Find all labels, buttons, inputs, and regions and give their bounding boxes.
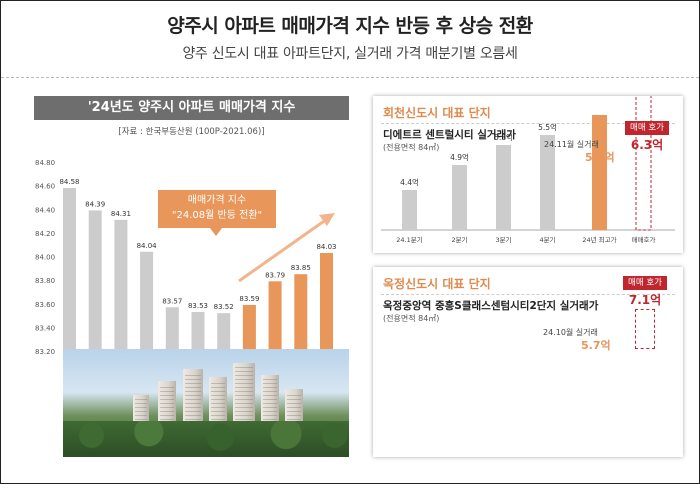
bar-value-label: 4.4억	[400, 178, 419, 187]
index-bar	[191, 312, 205, 351]
bar-value-label: 83.79	[265, 271, 285, 279]
okjeong-complex: 옥정중앙역 중흥S클래스센텀시티2단지 실거래가	[383, 300, 599, 312]
ask-price-bar	[635, 96, 652, 231]
hoecheon-area: (전용면적 84㎡)	[383, 143, 440, 152]
okjeong-ask-value: 7.1억	[628, 293, 662, 307]
index-bar	[268, 281, 282, 351]
okjeong-title: 옥정신도시 대표 단지	[383, 277, 491, 291]
price-bar	[496, 145, 511, 230]
okjeong-ask-box	[635, 309, 655, 349]
bar-value-label: 5.5억	[538, 123, 557, 132]
index-bar	[217, 313, 231, 351]
index-bar	[63, 187, 76, 351]
bar-value-label: 83.53	[188, 302, 208, 310]
bar-value-label: 4.9억	[450, 153, 469, 162]
price-bar	[452, 165, 467, 230]
index-bar	[114, 219, 128, 351]
index-bar	[165, 307, 179, 351]
hoecheon-panel: 회천신도시 대표 단지 디에트르 센트럴시티 실거래가 (전용면적 84㎡) 4…	[373, 96, 683, 253]
y-tick-label: 84.80	[35, 159, 55, 167]
hoecheon-latest-label: 24.11월 실거래	[544, 140, 599, 149]
bar-value-label: 5.3억	[494, 133, 513, 142]
y-tick-label: 83.40	[35, 324, 55, 332]
category-label: 3분기	[495, 235, 511, 244]
okjeong-latest-value: 5.7억	[581, 339, 611, 352]
hoecheon-ask-tag: 매매 호가	[625, 121, 669, 135]
hoecheon-price-chart: 4.4억 24.1분기 4.9억 2분기 5.3억 3분기 5.5억 4분기 24년 최고가 매매…	[381, 96, 675, 244]
index-bar	[320, 252, 333, 351]
hoecheon-latest-value: 5.9억	[585, 151, 615, 164]
bar-value-label: 83.85	[291, 264, 311, 272]
callout-line1: 매매가격 지수	[187, 195, 247, 206]
apartment-photo-left	[63, 349, 349, 457]
header-divider	[1, 77, 699, 78]
y-tick-label: 83.60	[35, 301, 55, 309]
bar-value-label: 83.52	[214, 303, 234, 311]
hoecheon-complex: 디에트르 센트럴시티 실거래가	[383, 129, 516, 141]
category-label: 24.1분기	[396, 235, 422, 244]
index-bar	[88, 210, 102, 351]
bar-value-label: 84.04	[137, 242, 158, 250]
bar-value-label: 84.03	[316, 243, 336, 251]
okjeong-panel: 옥정신도시 대표 단지 옥정중앙역 중흥S클래스센텀시티2단지 실거래가 (전용…	[373, 267, 683, 457]
y-tick-label: 84.40	[35, 206, 55, 214]
y-tick-label: 84.20	[35, 230, 55, 238]
y-tick-label: 84.00	[35, 254, 55, 262]
index-bar	[140, 251, 154, 351]
bar-value-label: 83.57	[162, 297, 182, 305]
bar-value-label: 84.31	[111, 210, 131, 218]
rebound-callout: 매매가격 지수 "24.08월 반등 전환"	[158, 190, 276, 228]
price-bar	[402, 190, 417, 230]
index-chart-title: '24년도 양주시 아파트 매매가격 지수	[34, 96, 349, 120]
bar-value-label: 84.39	[85, 200, 105, 208]
index-chart-source: [자료 : 한국부동산원 (100P-2021.06)]	[118, 127, 265, 137]
okjeong-ask-tag: 매매 호가	[623, 276, 667, 290]
trend-arrow-line	[238, 217, 328, 283]
category-label: 매매호가	[632, 235, 656, 244]
price-index-bar-chart: 84.80 84.60 84.40 84.20 84.00 83.80 83.60 83.40…	[35, 159, 337, 356]
y-tick-label: 83.80	[35, 277, 55, 285]
index-bar	[294, 274, 308, 351]
y-tick-label: 83.20	[35, 348, 55, 356]
category-label: 2분기	[451, 235, 467, 244]
trend-arrow-head	[319, 213, 335, 226]
hoecheon-title: 회천신도시 대표 단지	[383, 106, 491, 120]
page-title: 양주시 아파트 매매가격 지수 반등 후 상승 전환	[167, 15, 533, 37]
okjeong-area: (전용면적 84㎡)	[383, 314, 440, 323]
category-label: 24년 최고가	[582, 235, 616, 244]
callout-line2: "24.08월 반등 전환"	[171, 210, 263, 221]
price-bar	[592, 115, 607, 230]
index-bar	[242, 304, 256, 351]
bar-value-label: 84.58	[59, 178, 79, 186]
bar-value-label: 83.59	[239, 295, 259, 303]
hoecheon-ask-value: 6.3억	[630, 138, 664, 152]
callout-pointer	[210, 228, 222, 236]
y-tick-label: 84.60	[35, 183, 55, 191]
price-bar	[540, 135, 555, 230]
category-label: 4분기	[539, 235, 555, 244]
okjeong-latest-label: 24.10월 실거래	[543, 328, 598, 337]
panel-divider	[381, 294, 675, 295]
page-subtitle: 양주 신도시 대표 아파트단지, 실거래 가격 매분기별 오름세	[182, 46, 518, 62]
panel-divider	[381, 123, 675, 124]
